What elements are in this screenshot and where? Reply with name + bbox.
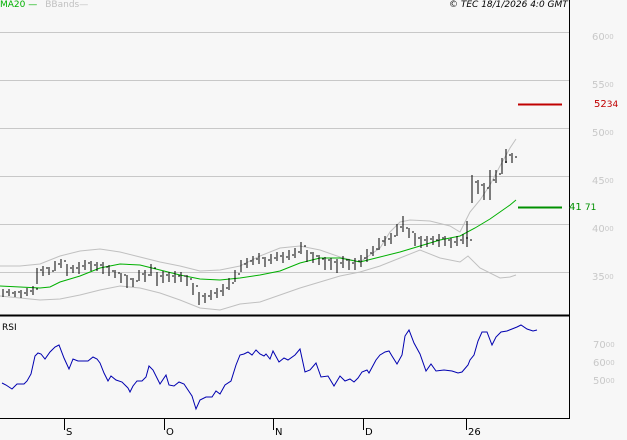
rsi-label-70: 7000 <box>593 340 615 351</box>
x-label-sep: S <box>66 427 73 438</box>
legend-bbands: BBands— <box>45 0 89 10</box>
bband-lower <box>0 249 517 311</box>
rsi-title: RSI <box>2 323 17 333</box>
bollinger-bands <box>0 138 517 311</box>
x-label-nov: N <box>275 427 283 438</box>
chart-legend: MA20 — BBands— <box>0 0 88 11</box>
x-label-2026: 26 <box>468 427 481 438</box>
resistance-marker-label: 5234 <box>594 99 619 111</box>
price-label-4000: 4000 <box>592 224 614 235</box>
bband-upper <box>0 138 517 272</box>
rsi-frame <box>0 316 570 419</box>
price-label-4500: 4500 <box>592 176 614 187</box>
legend-ma20: MA20 — <box>0 0 38 10</box>
price-bars <box>2 149 517 305</box>
rsi-label-60: 6000 <box>593 358 615 369</box>
price-label-5000: 5000 <box>592 128 614 139</box>
x-label-dec: D <box>365 427 373 438</box>
x-label-oct: O <box>166 427 174 438</box>
rsi-label-50: 5000 <box>593 376 615 387</box>
rsi-line <box>1 324 538 411</box>
price-label-6000: 6000 <box>592 32 614 43</box>
price-label-3500: 3500 <box>592 272 614 283</box>
legend-ma20-label: MA20 <box>0 0 26 10</box>
legend-bbands-label: BBands <box>45 0 80 10</box>
copyright-timestamp: © TEC 18/1/2026 4:0 GMT <box>449 0 568 10</box>
support-marker-label: 41 71 <box>569 202 597 214</box>
price-gridlines <box>0 32 569 273</box>
price-label-5500: 5500 <box>592 80 614 91</box>
